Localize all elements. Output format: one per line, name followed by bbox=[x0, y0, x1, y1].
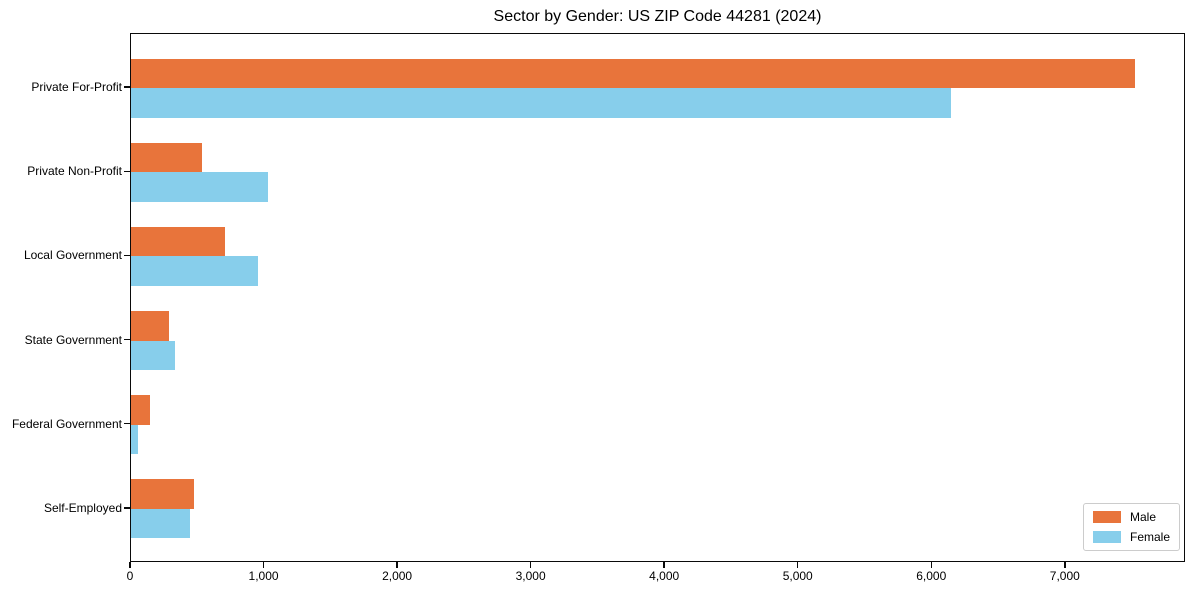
x-tick-4000 bbox=[663, 562, 665, 568]
legend-label-female: Female bbox=[1129, 530, 1170, 544]
bar-male-private-non-profit bbox=[131, 142, 202, 173]
x-tick-7000 bbox=[1064, 562, 1066, 568]
x-tick-label-3000: 3,000 bbox=[515, 569, 546, 583]
legend-swatch-male bbox=[1092, 511, 1121, 523]
bars-layer bbox=[131, 34, 1184, 561]
x-tick-label-1000: 1,000 bbox=[248, 569, 279, 583]
bar-male-self-employed bbox=[131, 479, 195, 509]
x-tick-label-6000: 6,000 bbox=[916, 569, 947, 583]
x-tick-label-7000: 7,000 bbox=[1049, 569, 1080, 583]
y-tick-private-non-profit bbox=[124, 170, 130, 173]
x-tick-label-5000: 5,000 bbox=[782, 569, 813, 583]
bar-male-state-government bbox=[131, 311, 169, 341]
y-axis-label-state-government: State Government bbox=[24, 332, 122, 347]
x-tick-2000 bbox=[396, 562, 398, 568]
x-tick-1000 bbox=[262, 562, 265, 568]
legend-label-male: Male bbox=[1129, 510, 1156, 524]
bar-female-state-government bbox=[131, 340, 175, 370]
y-tick-self-employed bbox=[124, 507, 130, 509]
y-axis-label-local-government: Local Government bbox=[23, 248, 122, 263]
legend: Male Female bbox=[1082, 503, 1180, 551]
bar-female-self-employed bbox=[131, 508, 190, 539]
x-tick-label-2000: 2,000 bbox=[382, 569, 413, 583]
plot-area: Male Female bbox=[130, 33, 1185, 562]
bar-female-local-government bbox=[131, 256, 259, 286]
bar-female-private-non-profit bbox=[131, 172, 269, 202]
bar-male-private-for-profit bbox=[131, 58, 1136, 89]
x-tick-5000 bbox=[796, 562, 799, 568]
bar-female-federal-government bbox=[131, 424, 138, 455]
y-tick-local-government bbox=[124, 254, 130, 257]
legend-swatch-female bbox=[1092, 531, 1121, 543]
x-tick-0 bbox=[129, 562, 131, 568]
bar-female-private-for-profit bbox=[131, 88, 951, 118]
legend-item-male: Male bbox=[1092, 510, 1170, 524]
y-tick-private-for-profit bbox=[124, 86, 130, 88]
chart-title: Sector by Gender: US ZIP Code 44281 (202… bbox=[493, 8, 822, 25]
y-axis-label-private-for-profit: Private For-Profit bbox=[31, 80, 122, 95]
y-tick-state-government bbox=[124, 338, 130, 341]
bar-male-local-government bbox=[131, 227, 225, 257]
y-tick-federal-government bbox=[124, 422, 130, 425]
legend-item-female: Female bbox=[1092, 530, 1170, 544]
y-axis-label-private-non-profit: Private Non-Profit bbox=[27, 164, 122, 179]
x-tick-3000 bbox=[529, 562, 532, 568]
x-tick-6000 bbox=[930, 562, 933, 568]
x-tick-label-4000: 4,000 bbox=[649, 569, 680, 583]
bar-male-federal-government bbox=[131, 395, 150, 425]
y-axis-label-self-employed: Self-Employed bbox=[43, 500, 122, 515]
y-axis-label-federal-government: Federal Government bbox=[11, 416, 122, 431]
x-tick-label-0: 0 bbox=[126, 569, 134, 583]
